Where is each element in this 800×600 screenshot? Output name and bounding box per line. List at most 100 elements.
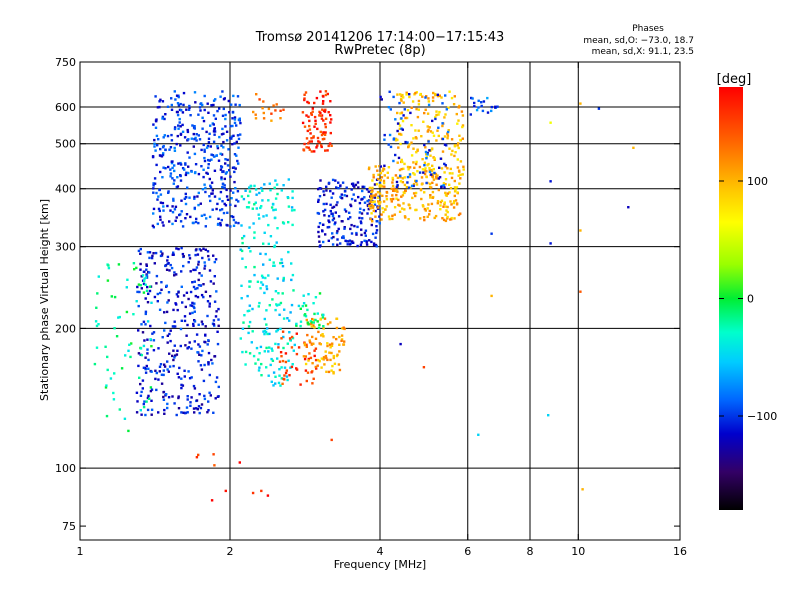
data-point (182, 294, 186, 297)
data-point (428, 169, 431, 172)
data-point (304, 304, 308, 307)
data-point (283, 366, 287, 369)
data-point (307, 293, 310, 296)
data-point (462, 165, 465, 168)
data-point (95, 306, 98, 309)
data-point (403, 162, 406, 166)
data-point (244, 266, 247, 269)
data-point (130, 342, 133, 345)
data-point (392, 187, 396, 190)
data-point (433, 171, 436, 175)
data-point (151, 224, 155, 227)
data-point (156, 198, 159, 201)
data-point (166, 204, 169, 208)
data-point (193, 340, 196, 343)
data-point (392, 95, 395, 99)
legend-title: Phases (632, 24, 664, 34)
data-point (206, 343, 209, 346)
data-point (166, 105, 170, 108)
data-point (205, 130, 208, 134)
data-point (152, 349, 156, 352)
data-point (159, 363, 163, 366)
data-point (179, 220, 183, 223)
y-tick-label: 500 (55, 138, 76, 151)
data-point (203, 183, 206, 186)
data-point (199, 109, 202, 112)
data-point (457, 213, 461, 217)
data-point (207, 111, 210, 114)
data-point (373, 194, 377, 197)
data-point (214, 397, 217, 400)
data-point (431, 164, 434, 167)
data-point (265, 323, 268, 326)
data-point (140, 287, 143, 290)
data-point (453, 145, 457, 148)
data-point (392, 197, 395, 201)
data-point (170, 139, 174, 142)
data-point (293, 208, 296, 212)
data-point (152, 212, 155, 215)
data-point (197, 453, 200, 457)
data-point (336, 353, 339, 356)
data-point (288, 337, 292, 340)
data-point (426, 151, 429, 155)
data-point (182, 91, 186, 95)
data-point (270, 380, 273, 383)
data-point (326, 226, 329, 229)
data-point (149, 389, 153, 393)
data-point (311, 317, 314, 321)
data-point (204, 186, 207, 190)
data-point (203, 340, 206, 344)
data-point (322, 119, 325, 122)
data-point (303, 142, 306, 146)
data-point (268, 182, 271, 185)
data-point (324, 233, 327, 236)
data-point (320, 334, 323, 337)
data-point (425, 181, 428, 185)
data-point (277, 381, 281, 385)
data-point (314, 365, 317, 369)
data-point (155, 163, 158, 167)
data-point (175, 353, 179, 356)
data-point (211, 154, 215, 157)
data-point (163, 329, 166, 332)
data-point (475, 108, 479, 112)
data-point (450, 138, 454, 141)
data-point (422, 366, 426, 369)
data-point (233, 142, 236, 145)
data-point (152, 339, 156, 342)
data-point (443, 162, 446, 166)
data-point (293, 343, 296, 347)
data-point (178, 366, 181, 370)
data-point (187, 297, 190, 301)
data-point (258, 98, 261, 101)
data-point (322, 210, 325, 213)
data-point (197, 113, 200, 116)
data-point (442, 205, 445, 208)
data-point (259, 206, 262, 210)
data-point (350, 197, 354, 201)
data-point (372, 173, 375, 177)
data-point (222, 132, 225, 135)
data-point (206, 300, 210, 303)
data-point (428, 170, 432, 174)
data-point (426, 215, 429, 218)
data-point (420, 135, 423, 138)
data-point (236, 134, 240, 137)
data-point (319, 130, 322, 134)
data-point (139, 268, 142, 271)
data-point (199, 202, 202, 205)
data-point (377, 202, 381, 205)
data-point (334, 221, 337, 224)
data-point (459, 138, 462, 142)
data-point (260, 186, 263, 190)
chart-title: Tromsø 20141206 17:14:00−17:15:43 (255, 30, 505, 45)
data-point (458, 134, 461, 137)
data-point (450, 153, 453, 156)
data-point (207, 409, 210, 412)
data-point (207, 351, 211, 355)
data-point (218, 197, 221, 201)
data-point (255, 193, 258, 196)
data-point (461, 124, 465, 127)
